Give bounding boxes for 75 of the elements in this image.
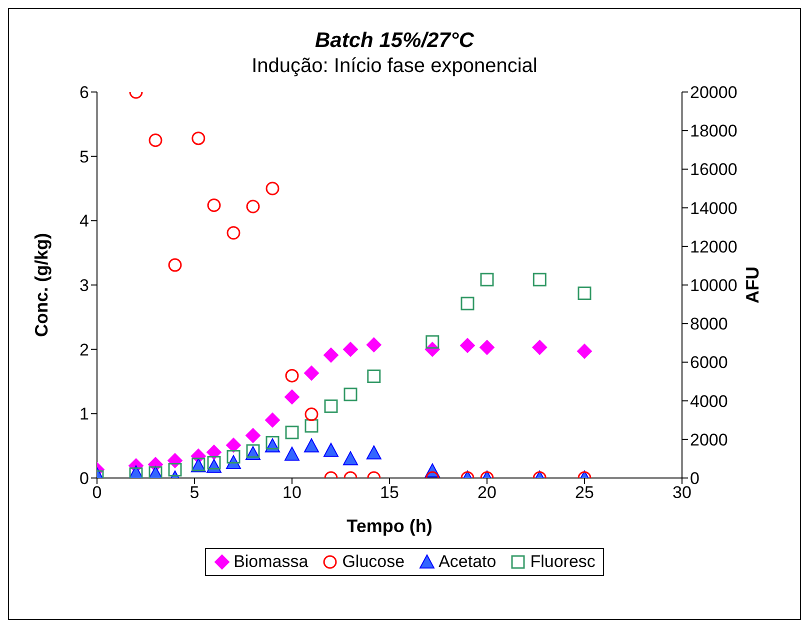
- x-tick-label: 25: [575, 483, 594, 502]
- x-tick-label: 15: [380, 483, 399, 502]
- point: [324, 399, 338, 413]
- point: [246, 200, 260, 214]
- y2-tick-label: 20000: [690, 83, 738, 102]
- point: [304, 366, 319, 381]
- y2-axis-title: AFU: [742, 266, 762, 304]
- y2-tick-label: 0: [690, 469, 700, 488]
- y2-tick-label: 14000: [690, 198, 738, 218]
- point: [226, 438, 241, 453]
- point: [324, 348, 338, 363]
- y2-tick-label: 6000: [690, 353, 728, 372]
- point: [344, 388, 358, 402]
- point: [168, 462, 182, 476]
- x-tick-label: 20: [478, 483, 496, 502]
- legend-label: Acetato: [438, 552, 496, 572]
- point: [246, 444, 260, 458]
- point: [246, 428, 260, 444]
- point: [460, 338, 475, 353]
- point: [366, 445, 382, 460]
- point: [266, 436, 280, 450]
- point: [192, 132, 206, 146]
- point: [366, 337, 382, 352]
- y-tick-label: 5: [80, 147, 89, 166]
- point: [577, 344, 592, 359]
- point: [532, 340, 548, 355]
- y-axis-title: Conc. (g/kg): [31, 233, 52, 337]
- point: [226, 226, 240, 240]
- point: [480, 340, 494, 355]
- point: [460, 296, 474, 310]
- x-tick-label: 10: [282, 483, 302, 502]
- point: [284, 446, 300, 461]
- y2-tick-label: 2000: [690, 430, 728, 450]
- y-tick-label: 0: [80, 469, 89, 488]
- point: [324, 442, 338, 457]
- point: [480, 272, 494, 286]
- point: [207, 198, 221, 212]
- point: [304, 419, 318, 433]
- legend-label: Glucose: [342, 552, 405, 572]
- point: [148, 134, 162, 147]
- point: [343, 342, 358, 357]
- point: [304, 408, 318, 422]
- legend-label: Fluoresc: [530, 552, 596, 572]
- point: [207, 456, 221, 470]
- point: [285, 368, 299, 382]
- point: [426, 335, 440, 349]
- y2-tick-label: 16000: [690, 160, 738, 180]
- point: [532, 272, 546, 286]
- y2-tick-label: 8000: [690, 314, 728, 334]
- point: [343, 451, 358, 466]
- legend-label: Biomassa: [234, 552, 308, 572]
- chart-subtitle: Indução: Início fase exponencial: [250, 55, 538, 78]
- y-tick-label: 3: [80, 276, 89, 296]
- y2-tick-label: 12000: [690, 237, 738, 256]
- x-axis-title: Tempo (h): [346, 516, 432, 536]
- point: [367, 370, 381, 384]
- point: [266, 182, 280, 196]
- chart-title: Batch 15%/27°C: [314, 28, 476, 53]
- point: [285, 426, 299, 440]
- y-tick-label: 6: [80, 83, 89, 102]
- x-tick-label: 5: [190, 483, 200, 502]
- point: [578, 286, 592, 300]
- y-tick-label: 4: [80, 212, 89, 231]
- x-tick-label: 0: [92, 483, 102, 502]
- x-tick-label: 30: [672, 483, 692, 502]
- point: [304, 438, 319, 452]
- point: [265, 412, 280, 428]
- point: [168, 258, 182, 272]
- y2-tick-label: 18000: [690, 122, 738, 141]
- y-tick-label: 1: [80, 404, 89, 424]
- y-tick-label: 2: [80, 340, 89, 360]
- y2-tick-label: 10000: [690, 276, 738, 296]
- y2-tick-label: 4000: [690, 392, 728, 411]
- point: [226, 450, 240, 464]
- point: [284, 389, 300, 404]
